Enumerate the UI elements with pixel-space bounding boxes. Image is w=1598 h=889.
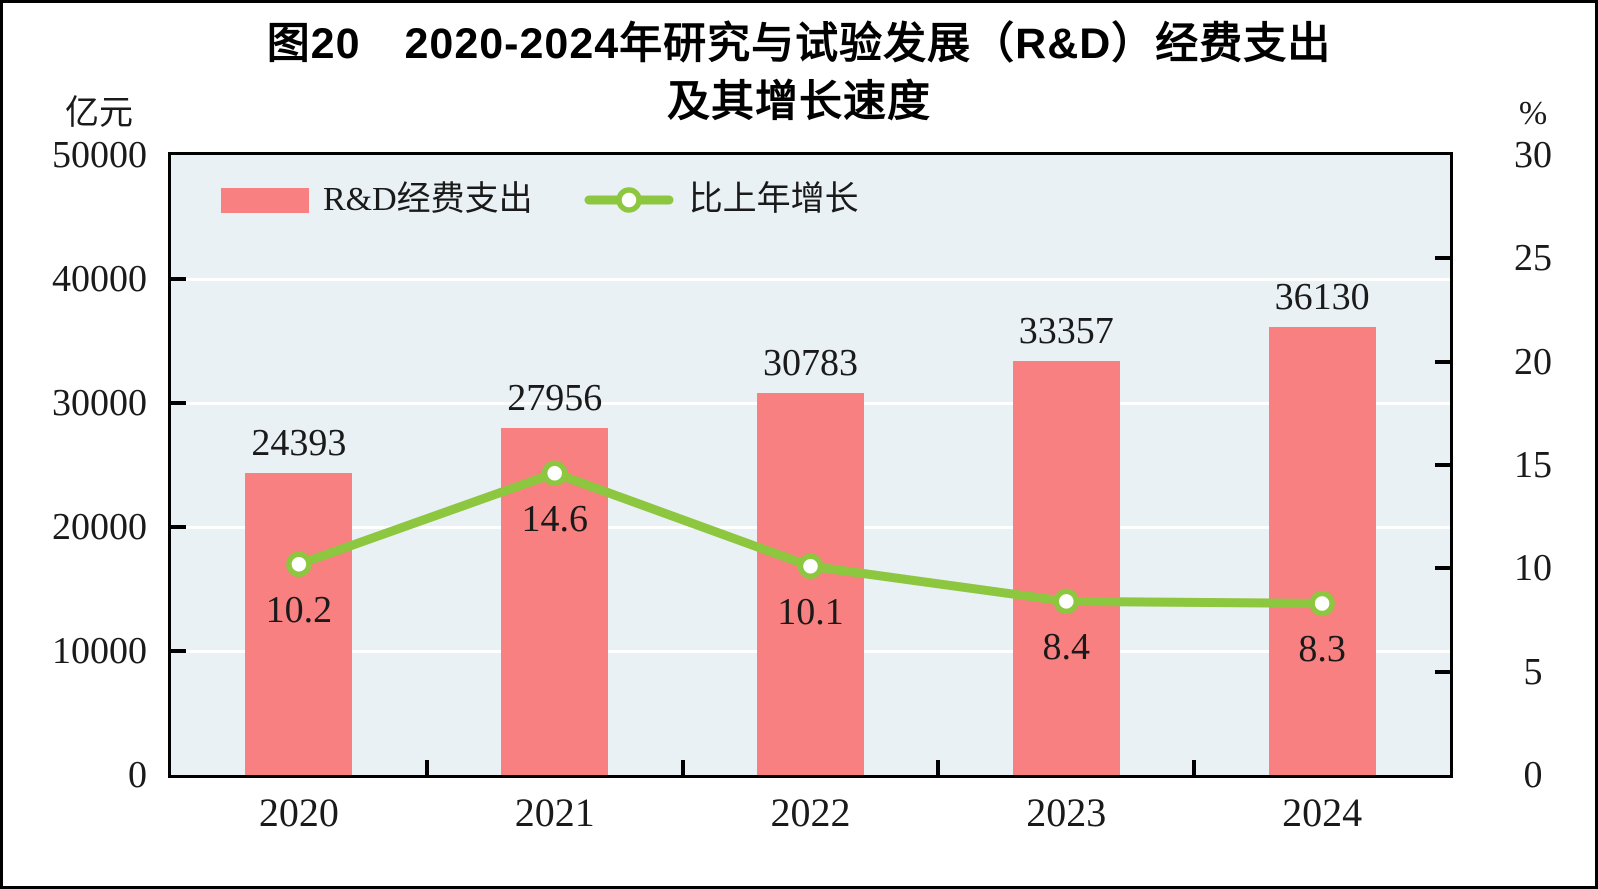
bar-value-label: 24393 — [251, 421, 347, 464]
left-axis-tick-mark — [171, 401, 186, 405]
bar-2024 — [1268, 327, 1376, 775]
growth-value-label: 10.2 — [265, 589, 333, 632]
legend-line-sample — [584, 187, 674, 213]
plot-area: R&D经费支出 比上年增长 24393 27956 30783 33357 36130 1… — [168, 152, 1453, 778]
x-axis-label-2023: 2023 — [1026, 790, 1107, 835]
left-axis-unit-label: 亿元 — [65, 95, 133, 132]
bar-value-label: 36130 — [1274, 275, 1370, 318]
bar-2022 — [757, 393, 864, 775]
x-axis-tick-mark — [1192, 760, 1197, 775]
right-axis-tick-label: 20 — [1514, 340, 1552, 383]
right-axis-tick-mark — [1435, 256, 1450, 261]
right-axis-tick-label: 15 — [1514, 444, 1552, 486]
growth-value-label: 14.6 — [521, 498, 588, 541]
left-axis-tick-label: 30000 — [52, 382, 147, 424]
left-axis-tick-label: 0 — [128, 754, 147, 796]
left-axis-tick-label: 50000 — [52, 134, 147, 176]
x-axis-label-2024: 2024 — [1282, 790, 1363, 835]
right-axis-tick-mark — [1435, 359, 1450, 364]
left-axis-tick-mark — [171, 649, 186, 653]
x-axis-tick-mark — [424, 760, 429, 775]
right-axis-tick-label: 25 — [1514, 237, 1552, 280]
x-axis-tick-mark — [680, 760, 685, 775]
right-axis-tick-label: 10 — [1514, 547, 1552, 590]
growth-value-label: 10.1 — [777, 591, 844, 634]
bar-value-label: 27956 — [507, 377, 603, 420]
left-axis-tick-mark — [171, 525, 186, 529]
gridline — [171, 277, 1450, 281]
legend-line-label: 比上年增长 — [688, 181, 859, 218]
right-axis-tick-mark — [1435, 463, 1450, 467]
left-axis-tick-mark — [171, 277, 186, 281]
right-axis-tick-mark — [1435, 669, 1450, 674]
legend-bar-swatch — [221, 187, 309, 213]
left-axis-tick-label: 40000 — [52, 258, 147, 300]
right-axis-unit-label: % — [1518, 95, 1548, 132]
growth-value-label: 8.4 — [1042, 626, 1091, 669]
chart-title-line2: 及其增长速度 — [667, 78, 931, 127]
x-axis-tick-mark — [936, 760, 941, 775]
chart-title: 图20 2020-2024年研究与试验发展（R&D）经费支出 及其增长速度 — [3, 15, 1595, 131]
right-axis-tick-label: 5 — [1523, 650, 1543, 693]
left-axis-tick-label: 10000 — [52, 630, 147, 672]
legend: R&D经费支出 比上年增长 — [221, 183, 859, 217]
right-axis-tick-label: 30 — [1514, 134, 1552, 176]
bar-value-label: 30783 — [763, 342, 858, 385]
bar-2021 — [501, 428, 609, 775]
x-axis-label-2021: 2021 — [514, 790, 595, 835]
bar-value-label: 33357 — [1018, 310, 1114, 353]
chart-title-line1: 图20 2020-2024年研究与试验发展（R&D）经费支出 — [266, 20, 1332, 68]
legend-bar-label: R&D经费支出 — [323, 181, 533, 218]
left-axis-tick-label: 20000 — [52, 506, 147, 548]
growth-value-label: 8.3 — [1298, 628, 1346, 671]
bar-2023 — [1012, 361, 1120, 775]
x-axis-label-2020: 2020 — [258, 790, 339, 835]
right-axis-tick-mark — [1435, 566, 1450, 571]
right-axis-tick-label: 0 — [1523, 754, 1543, 796]
x-axis-label-2022: 2022 — [770, 790, 851, 835]
